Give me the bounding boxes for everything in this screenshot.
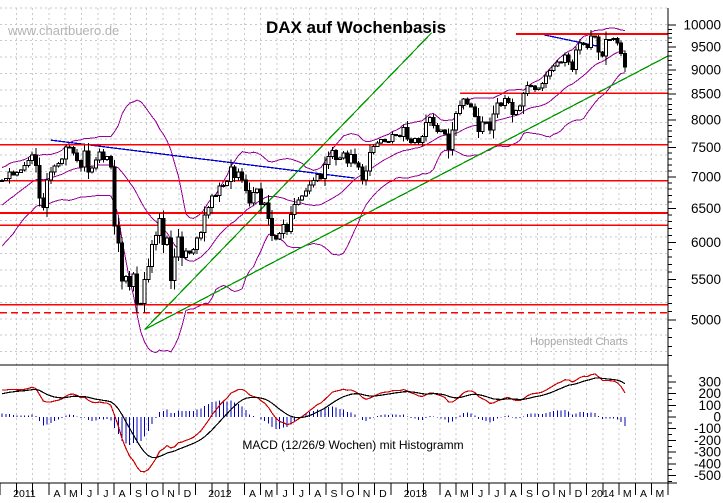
bollinger-bands [1, 27, 626, 354]
time-axis-label: S [330, 488, 337, 500]
time-axis-label: J [87, 488, 92, 500]
price-axis-label: 6500 [691, 201, 721, 216]
time-axis-label: A [445, 488, 452, 500]
macd-line [2, 373, 626, 473]
time-axis-label: N [363, 488, 371, 500]
macd-signal-line [1, 377, 626, 459]
time-axis-label: M [623, 488, 632, 500]
macd-axis-label: -500 [694, 468, 721, 483]
price-axis: 10000 9500 9000 8500 8000 7500 7000 6500 6000 550… [668, 18, 721, 357]
blue-resistance-2011 [50, 139, 355, 179]
time-axis-label: S [526, 488, 533, 500]
macd-histogram [1, 400, 626, 445]
macd-axis-label: -100 [694, 421, 721, 436]
time-axis-label: J [299, 488, 304, 500]
time-axis-label: A [249, 488, 256, 500]
time-axis-label: D [575, 488, 583, 500]
price-axis-label: 7500 [691, 140, 721, 155]
price-axis-label: 9500 [691, 39, 721, 54]
macd-axis-label: 0 [713, 410, 721, 425]
gridlines [0, 7, 668, 483]
time-axis-label: O [151, 488, 159, 500]
time-axis-label: N [167, 488, 175, 500]
macd-axis-label: -300 [694, 445, 721, 460]
time-axis-label: 2013 [404, 488, 428, 500]
time-axis-label: J [478, 488, 483, 500]
time-axis-label: A [314, 488, 321, 500]
price-axis-label: 8000 [691, 112, 721, 127]
time-axis-label: D [184, 488, 192, 500]
price-axis-label: 7000 [691, 169, 721, 184]
green-support-long [144, 55, 668, 331]
time-axis-label: M [69, 488, 78, 500]
time-axis-label: O [346, 488, 354, 500]
time-axis: 2011 A M J J A S O N D 2012 A M J J A S O N D 2013 A M J J A S O N D 2… [0, 483, 669, 500]
time-axis-label: A [54, 488, 61, 500]
time-axis-label: A [510, 488, 517, 500]
time-axis-label: J [103, 488, 108, 500]
price-axis-label: 9000 [691, 62, 721, 77]
price-levels [0, 33, 668, 314]
macd-axis-label: 200 [698, 386, 721, 401]
time-axis-label: A [119, 488, 126, 500]
macd-axis-label: 300 [698, 374, 721, 389]
macd-axis-label: -200 [694, 433, 721, 448]
price-axis-label: 10000 [683, 18, 721, 33]
time-axis-label: 2011 [13, 488, 36, 500]
price-axis-label: 5000 [691, 313, 721, 328]
time-axis-label: S [135, 488, 142, 500]
candles [0, 30, 627, 313]
axes [0, 8, 677, 484]
time-axis-label: J [494, 488, 499, 500]
time-axis-label: D [379, 488, 387, 500]
price-axis-label: 6000 [691, 235, 721, 250]
price-axis-label: 8500 [691, 87, 721, 102]
time-axis-label: N [558, 488, 566, 500]
time-axis-label: M [655, 488, 664, 500]
time-axis-label: 2012 [208, 488, 232, 500]
time-axis-label: O [542, 488, 550, 500]
time-axis-label: 2014 [591, 488, 615, 500]
time-axis-label: J [282, 488, 287, 500]
macd-axis-label: -400 [694, 456, 721, 471]
time-axis-label: A [640, 488, 647, 500]
time-axis-label: M [460, 488, 469, 500]
macd-axis-label: 100 [698, 398, 721, 413]
time-axis-label: M [264, 488, 273, 500]
price-axis-label: 5500 [691, 272, 721, 287]
